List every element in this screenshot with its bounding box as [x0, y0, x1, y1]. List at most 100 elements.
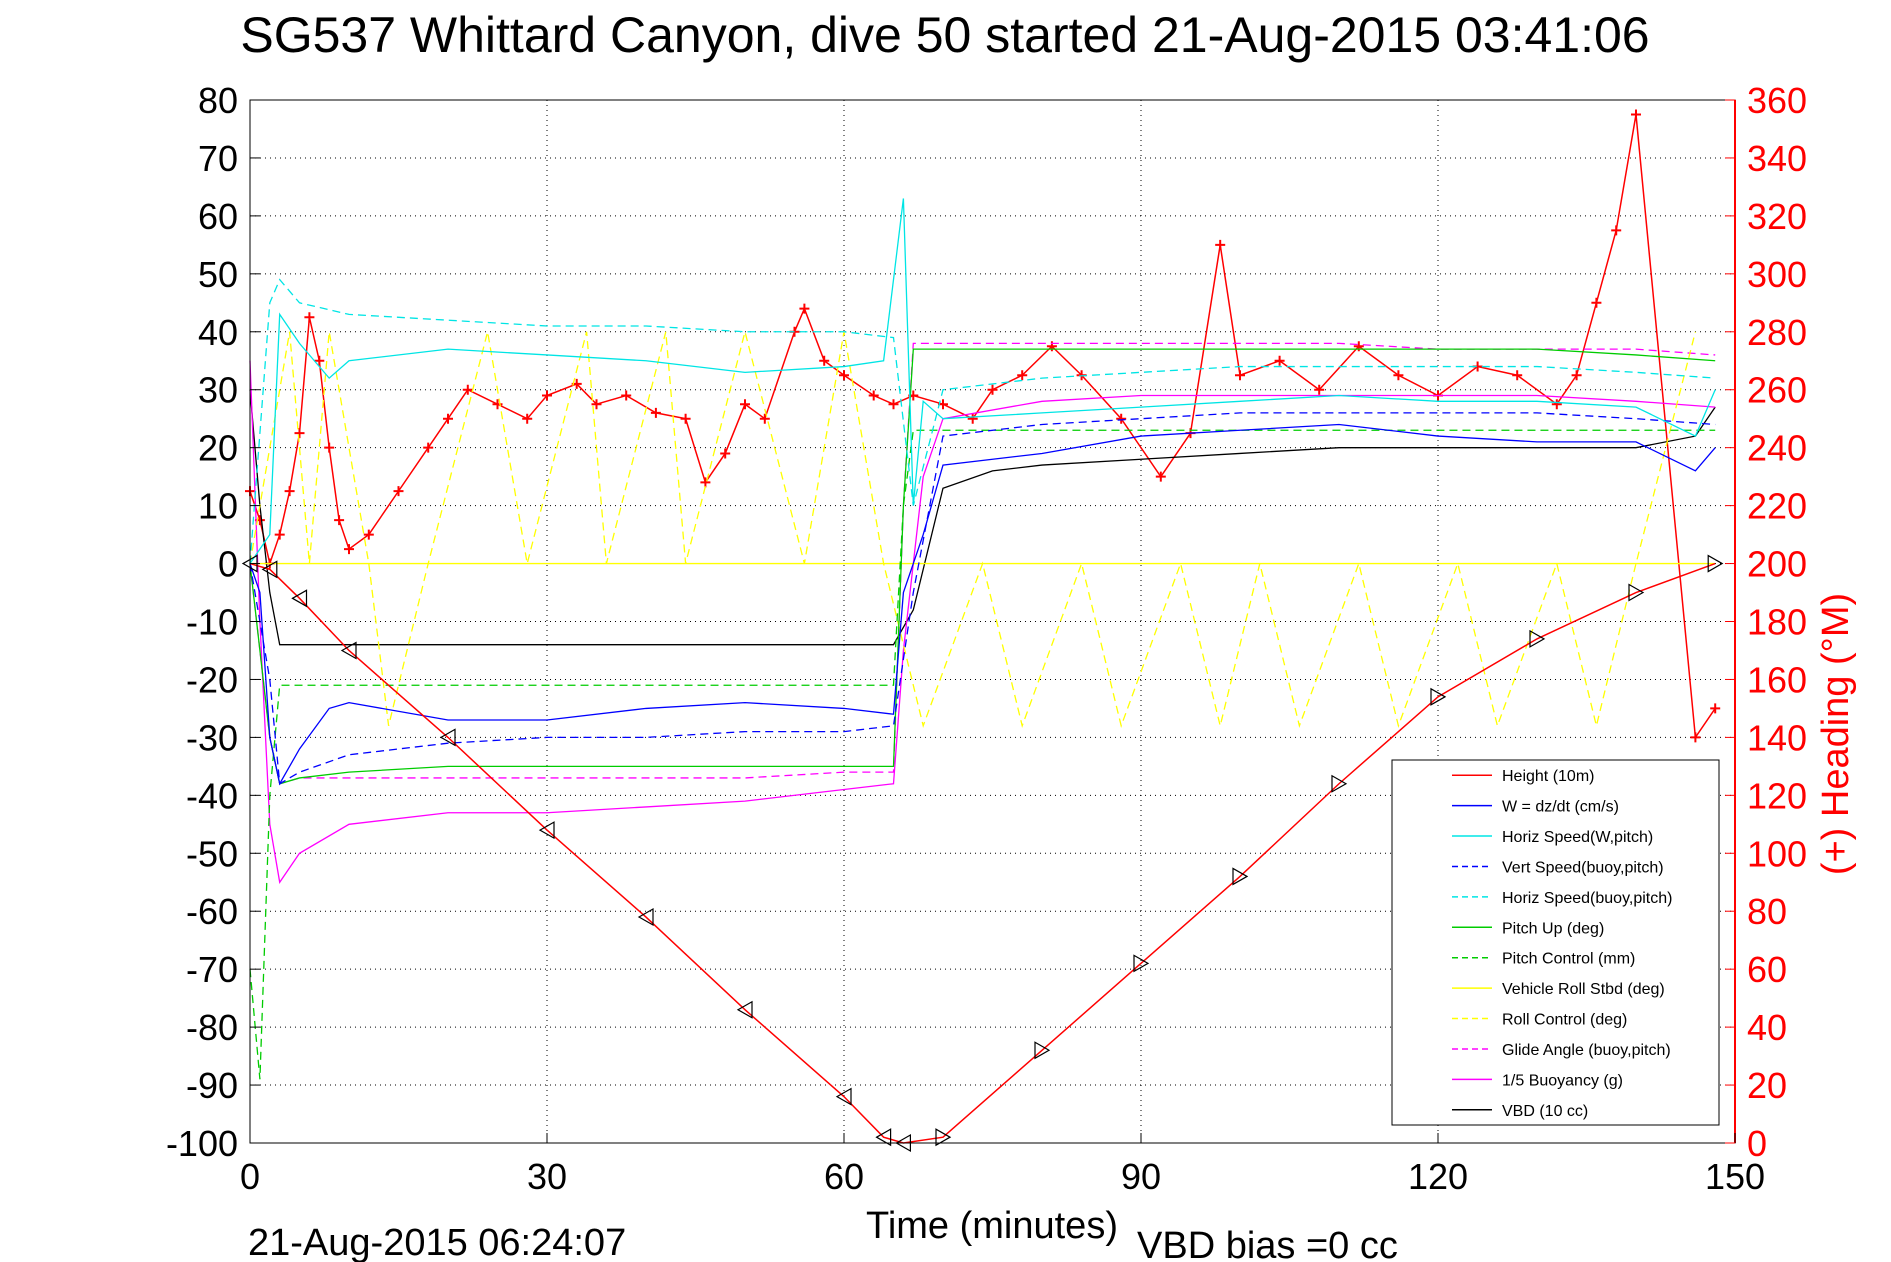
heading-point: [1235, 370, 1245, 381]
y-tick-label: 80: [198, 80, 238, 121]
legend-entry: Vert Speed(buoy,pitch): [1502, 859, 1664, 876]
heading-point: [987, 384, 998, 395]
heading-point: [274, 529, 285, 540]
heading-point: [1591, 297, 1602, 308]
heading-point: [1017, 370, 1028, 381]
legend-entry: Height (10m): [1502, 768, 1594, 785]
series-line-w-dz-dt-cm-s: [249, 423, 1716, 786]
series-line-heading: [249, 114, 1716, 740]
heading-point: [740, 399, 750, 410]
y-tick-label: 20: [198, 428, 238, 469]
series-line-vbd-10-cc: [249, 389, 1716, 646]
y-tick-label: 50: [198, 254, 238, 295]
heading-point: [1393, 370, 1404, 381]
legend-entry: Horiz Speed(buoy,pitch): [1502, 890, 1672, 907]
x-tick-label: 0: [240, 1156, 260, 1197]
series-line-vert-speed-buoy-pitch: [249, 412, 1716, 785]
x-tick-label: 90: [1121, 1156, 1161, 1197]
heading-point: [700, 477, 711, 488]
height-marker: [1430, 687, 1447, 706]
height-marker: [1034, 1041, 1051, 1060]
heading-point: [1551, 399, 1562, 410]
height-marker: [1331, 774, 1348, 793]
y2-tick-label: 80: [1747, 891, 1787, 932]
legend-entry: VBD (10 cc): [1502, 1103, 1588, 1120]
heading-point: [1314, 384, 1325, 395]
height-marker: [439, 728, 456, 747]
heading-point: [492, 399, 503, 410]
y2-tick-label: 60: [1747, 949, 1787, 990]
legend-box: [1391, 759, 1720, 1126]
heading-point: [1571, 370, 1582, 381]
x-tick-label: 120: [1408, 1156, 1468, 1197]
series-line-roll-control-deg: [249, 331, 1697, 729]
heading-point: [1611, 225, 1622, 236]
heading-point: [720, 448, 731, 459]
series-line-glide-angle-buoy-pitch: [249, 342, 1716, 785]
legend-entry: Pitch Up (deg): [1502, 920, 1604, 937]
heading-point: [967, 413, 978, 424]
x-tick-label: 60: [824, 1156, 864, 1197]
heading-point: [759, 413, 770, 424]
heading-point: [680, 413, 691, 424]
y2-tick-label: 160: [1747, 659, 1807, 700]
y-tick-label: -30: [186, 717, 238, 758]
heading-point: [284, 486, 295, 497]
height-marker: [875, 1128, 892, 1147]
heading-point: [1116, 413, 1127, 424]
y-tick-label: -80: [186, 1007, 238, 1048]
tick-layer: 0 30 60 90 120 15080706050403020100-10-20-30-…: [166, 80, 1807, 1197]
y2-tick-label: 100: [1747, 833, 1807, 874]
heading-point: [621, 390, 632, 401]
height-marker: [935, 1128, 952, 1147]
legend-entry: Vehicle Roll Stbd (deg): [1502, 981, 1665, 998]
height-marker: [736, 1000, 753, 1019]
heading-point: [799, 303, 810, 314]
heading-point: [839, 370, 849, 381]
height-marker: [1707, 554, 1724, 573]
series-line-pitch-up-deg: [249, 348, 1716, 785]
series-line-1-5-buoyancy-g: [249, 360, 1716, 884]
heading-point: [314, 355, 325, 366]
heading-point: [591, 399, 602, 410]
heading-point: [294, 428, 305, 439]
height-marker: [340, 641, 357, 660]
heading-point: [304, 312, 315, 323]
y2-tick-label: 20: [1747, 1065, 1787, 1106]
series-layer: [241, 109, 1724, 1153]
heading-point: [393, 486, 404, 497]
legend-entry: Horiz Speed(W,pitch): [1502, 829, 1653, 846]
y-tick-label: -50: [186, 833, 238, 874]
height-marker: [637, 907, 654, 927]
heading-point: [888, 399, 899, 410]
y2-tick-label: 280: [1747, 312, 1807, 353]
height-marker: [1628, 583, 1645, 602]
height-marker: [261, 560, 278, 579]
y2-tick-label: 200: [1747, 544, 1807, 585]
legend: Height (10m) W = dz/dt (cm/s) Horiz Speed(…: [1391, 759, 1720, 1126]
legend-entry: Pitch Control (mm): [1502, 951, 1635, 968]
x-tick-label: 150: [1705, 1156, 1765, 1197]
heading-point: [1215, 239, 1226, 250]
height-marker: [538, 821, 555, 840]
y2-tick-label: 40: [1747, 1007, 1787, 1048]
legend-entry: 1/5 Buoyancy (g): [1502, 1072, 1623, 1089]
height-marker: [291, 589, 308, 608]
y2-tick-label: 260: [1747, 370, 1807, 411]
y-tick-label: -60: [186, 891, 238, 932]
y-tick-label: 40: [198, 312, 238, 353]
heading-point: [462, 384, 473, 395]
y2-tick-label: 340: [1747, 138, 1807, 179]
heading-point: [423, 442, 434, 453]
footer-vbd-bias: VBD bias =0 cc: [1137, 1225, 1398, 1262]
y-tick-label: -70: [186, 949, 238, 990]
heading-point: [1710, 703, 1721, 714]
y-tick-label: -90: [186, 1065, 238, 1106]
y2-tick-label: 300: [1747, 254, 1807, 295]
legend-entry: Glide Angle (buoy,pitch): [1502, 1042, 1671, 1059]
y2-tick-label: 360: [1747, 80, 1807, 121]
x-tick-label: 30: [527, 1156, 567, 1197]
footer-timestamp: 21-Aug-2015 06:24:07: [248, 1222, 626, 1262]
heading-point: [334, 515, 345, 526]
